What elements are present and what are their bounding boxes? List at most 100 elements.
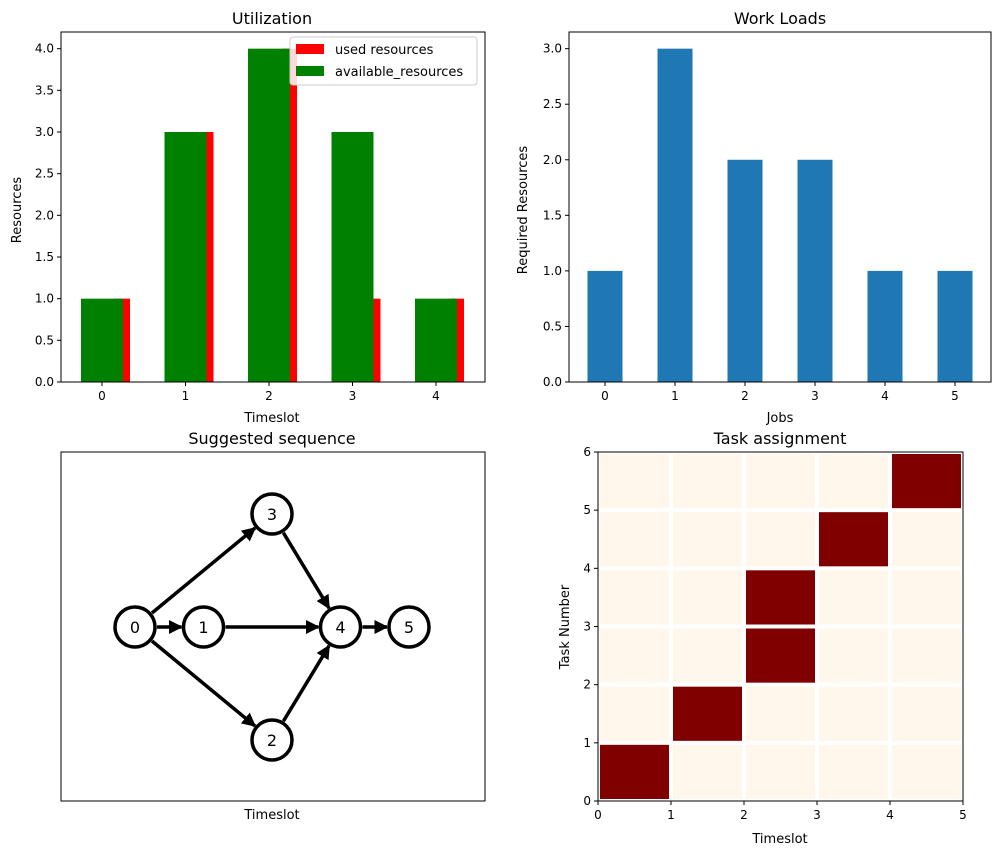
x-tick-label: 2 xyxy=(265,389,273,403)
utilization-xlabel: Timeslot xyxy=(243,411,299,426)
bar-available-4 xyxy=(415,298,457,382)
legend-frame xyxy=(289,36,478,86)
assignment-chart: Task assignment 0 1 2 3 4 5 0 1 2 3 4 5 6 Timeslot T… xyxy=(558,429,967,847)
x-tick-label: 3 xyxy=(349,389,357,403)
x-tick-label: 5 xyxy=(959,808,967,822)
assignment-title: Task assignment xyxy=(713,429,847,448)
x-tick-label: 0 xyxy=(594,808,602,822)
bar-job-4 xyxy=(867,270,903,382)
utilization-legend: used resources available_resources xyxy=(289,36,478,86)
node-3 xyxy=(250,492,294,536)
y-tick-label: 3.0 xyxy=(543,42,562,56)
bar-available-2 xyxy=(248,48,290,383)
legend-label-available: available_resources xyxy=(335,65,463,80)
utilization-chart: Utilization 0.00.51.01.52.02.53.03.54.00… xyxy=(10,9,486,426)
y-tick-label: 1.5 xyxy=(35,250,54,264)
bar-job-5 xyxy=(937,270,973,382)
bar-available-3 xyxy=(331,132,374,382)
cell-empty-task4-slot2 xyxy=(746,512,815,567)
workloads-xlabel: Jobs xyxy=(766,411,794,426)
node-label-3: 3 xyxy=(267,505,277,524)
x-tick-label: 4 xyxy=(881,389,889,403)
y-tick-label: 5 xyxy=(583,503,591,517)
workloads-plot: 0.0 0.5 1.0 1.5 2.0 2.5 3.0 0 1 2 3 4 5 xyxy=(543,31,992,403)
node-label-5: 5 xyxy=(404,618,414,637)
sequence-frame xyxy=(60,451,486,802)
cell-assigned-task0-slot0 xyxy=(600,744,669,799)
y-tick-label: 2.0 xyxy=(35,208,54,222)
utilization-plot: 0.0 0.5 1.0 1.5 2.0 2.5 3.0 3.5 4.0 0 1 2 3 4 xyxy=(35,31,486,403)
workloads-chart: Work Loads 0.0 0.5 1.0 1.5 2.0 2.5 3.0 0 1 2 3 4 5 J… xyxy=(516,9,992,426)
edge-3-4 xyxy=(281,531,331,610)
node-2 xyxy=(250,718,294,762)
assignment-xlabel: Timeslot xyxy=(751,832,807,847)
bar-available-0 xyxy=(81,298,123,382)
x-tick-label: 2 xyxy=(740,808,748,822)
cell-empty-task2-slot4 xyxy=(892,628,961,683)
cell-empty-task3-slot3 xyxy=(819,570,888,625)
cell-empty-task3-slot1 xyxy=(673,570,742,625)
cell-empty-task1-slot4 xyxy=(892,686,961,741)
cell-empty-task3-slot0 xyxy=(600,570,669,625)
x-tick-label: 4 xyxy=(886,808,894,822)
cell-empty-task4-slot1 xyxy=(673,512,742,567)
y-tick-label: 2.0 xyxy=(543,153,562,167)
node-label-0: 0 xyxy=(130,618,140,637)
cell-assigned-task5-slot4 xyxy=(892,454,961,509)
x-tick-label: 1 xyxy=(671,389,679,403)
assignment-plot: 0 1 2 3 4 5 0 1 2 3 4 5 6 xyxy=(583,445,966,822)
node-label-4: 4 xyxy=(335,618,345,637)
y-tick-label: 0.5 xyxy=(35,333,54,347)
y-tick-label: 3.5 xyxy=(35,83,54,97)
cell-empty-task5-slot0 xyxy=(600,454,669,509)
edge-0-2 xyxy=(150,639,257,728)
cell-empty-task5-slot1 xyxy=(673,454,742,509)
y-tick-label: 1 xyxy=(583,736,591,750)
cell-empty-task0-slot1 xyxy=(673,744,742,799)
cell-assigned-task3-slot2 xyxy=(746,570,815,625)
sequence-title: Suggested sequence xyxy=(188,429,355,448)
bar-available-1 xyxy=(164,132,207,382)
node-label-1: 1 xyxy=(198,618,208,637)
cell-empty-task1-slot0 xyxy=(600,686,669,741)
y-tick-label: 4 xyxy=(583,561,591,575)
node-label-2: 2 xyxy=(267,731,277,750)
bar-job-1 xyxy=(657,48,693,383)
x-tick-label: 5 xyxy=(951,389,959,403)
y-tick-label: 0 xyxy=(583,794,591,808)
bar-job-0 xyxy=(587,270,623,382)
cell-empty-task2-slot0 xyxy=(600,628,669,683)
cell-empty-task2-slot3 xyxy=(819,628,888,683)
node-1 xyxy=(181,605,226,649)
node-4 xyxy=(318,605,363,649)
bar-job-3 xyxy=(797,159,833,382)
cell-assigned-task2-slot2 xyxy=(746,628,815,683)
x-tick-label: 3 xyxy=(813,808,821,822)
y-tick-label: 1.5 xyxy=(543,208,562,222)
cell-empty-task1-slot2 xyxy=(746,686,815,741)
cell-empty-task5-slot3 xyxy=(819,454,888,509)
node-5 xyxy=(387,605,431,649)
y-tick-label: 2.5 xyxy=(35,167,54,181)
y-tick-label: 1.0 xyxy=(543,264,562,278)
utilization-title: Utilization xyxy=(232,9,312,28)
x-tick-label: 0 xyxy=(601,389,609,403)
cell-empty-task2-slot1 xyxy=(673,628,742,683)
node-0 xyxy=(113,605,157,649)
legend-label-used: used resources xyxy=(335,43,434,58)
y-tick-label: 2.5 xyxy=(543,97,562,111)
utilization-ylabel: Resources xyxy=(10,177,25,244)
bar-job-2 xyxy=(727,159,763,382)
y-tick-label: 0.0 xyxy=(543,375,562,389)
y-tick-label: 0.0 xyxy=(35,375,54,389)
sequence-xlabel: Timeslot xyxy=(243,808,299,823)
x-tick-label: 1 xyxy=(182,389,190,403)
axes-frame xyxy=(597,451,964,802)
sequence-graph: 0 1 2 3 4 5 xyxy=(113,492,431,762)
y-tick-label: 3 xyxy=(583,620,591,634)
cell-empty-task4-slot4 xyxy=(892,512,961,567)
cell-assigned-task1-slot1 xyxy=(673,686,742,741)
cell-empty-task5-slot2 xyxy=(746,454,815,509)
workloads-ylabel: Required Resources xyxy=(516,146,531,275)
